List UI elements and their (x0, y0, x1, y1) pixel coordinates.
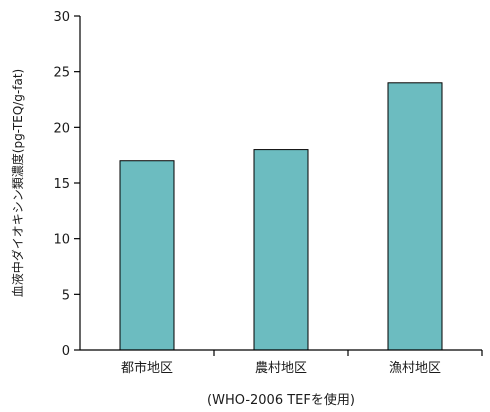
y-tick-label: 15 (53, 177, 70, 192)
y-tick-label: 30 (53, 10, 70, 25)
y-tick-label: 20 (53, 121, 70, 136)
x-tick-label: 農村地区 (255, 361, 307, 376)
y-tick-label: 10 (53, 233, 70, 248)
bar-3 (387, 82, 443, 351)
y-tick-label: 5 (62, 288, 70, 303)
bar-1 (119, 160, 175, 351)
y-axis-ticks: 0 5 10 15 20 25 30 (53, 10, 80, 359)
y-tick-label: 0 (62, 344, 70, 359)
y-axis-title: 血液中ダイオキシン類濃度(pg-TEQ/g-fat) (10, 69, 25, 297)
x-axis-title: (WHO-2006 TEFを使用) (207, 392, 355, 408)
x-tick-label: 都市地区 (121, 360, 173, 376)
bars (119, 82, 443, 351)
x-axis-ticks: 都市地区 農村地区 漁村地区 (121, 350, 483, 376)
y-tick-label: 25 (53, 66, 70, 81)
x-tick-label: 漁村地区 (389, 361, 441, 376)
bar-2 (253, 149, 309, 351)
